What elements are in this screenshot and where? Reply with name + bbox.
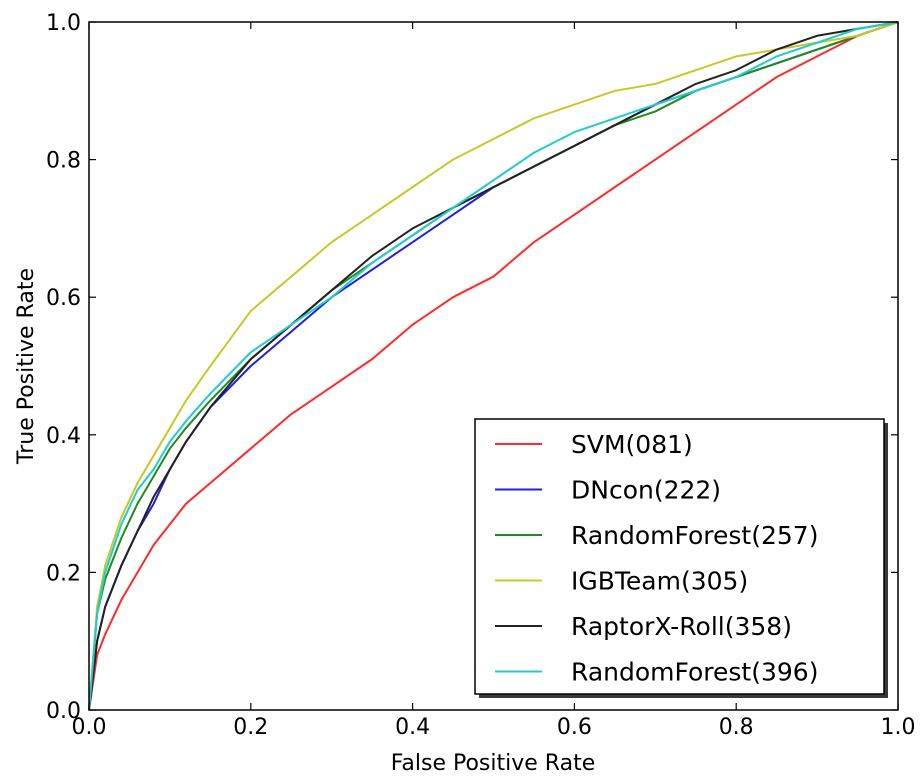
series-layer — [88, 21, 899, 711]
y-tick-label-4: 0.8 — [46, 149, 81, 174]
y-tick-label-0: 0.0 — [46, 699, 81, 724]
plot-frame — [88, 21, 899, 711]
y-tick-label-5: 1.0 — [46, 11, 81, 36]
y-tick-label-2: 0.4 — [46, 424, 81, 449]
legend-label-3: IGBTeam(305) — [571, 567, 748, 596]
legend-label-4: RaptorX-Roll(358) — [571, 612, 792, 641]
legend-items: SVM(081) DNcon(222) RandomForest(257) IGBTe… — [495, 430, 818, 687]
x-tick-label-4: 0.8 — [719, 715, 754, 740]
y-tick-label-1: 0.2 — [46, 561, 81, 586]
x-tick-label-2: 0.4 — [395, 715, 430, 740]
legend-box — [474, 418, 885, 695]
legend-label-0: SVM(081) — [571, 430, 693, 459]
legend-label-1: DNcon(222) — [571, 476, 721, 505]
x-axis-label: False Positive Rate — [391, 751, 595, 776]
tick-layer: 0.0 0.2 0.4 0.6 0.8 1.0 0.0 0.2 0.4 0.6 0.8 1.0 — [46, 11, 916, 740]
legend-label-2: RandomForest(257) — [571, 521, 818, 550]
y-tick-label-3: 0.6 — [46, 286, 81, 311]
y-axis-label: True Positive Rate — [14, 268, 39, 465]
legend-label-5: RandomForest(396) — [571, 658, 818, 687]
series-line-3 — [88, 21, 899, 711]
x-tick-label-0: 0.0 — [72, 715, 107, 740]
series-line-4 — [88, 21, 899, 711]
x-tick-label-5: 1.0 — [881, 715, 916, 740]
x-tick-label-1: 0.2 — [233, 715, 268, 740]
series-line-5 — [88, 21, 899, 711]
legend: SVM(081) DNcon(222) RandomForest(257) IGBTe… — [474, 418, 888, 698]
x-tick-label-3: 0.6 — [557, 715, 592, 740]
series-line-0 — [88, 21, 899, 711]
